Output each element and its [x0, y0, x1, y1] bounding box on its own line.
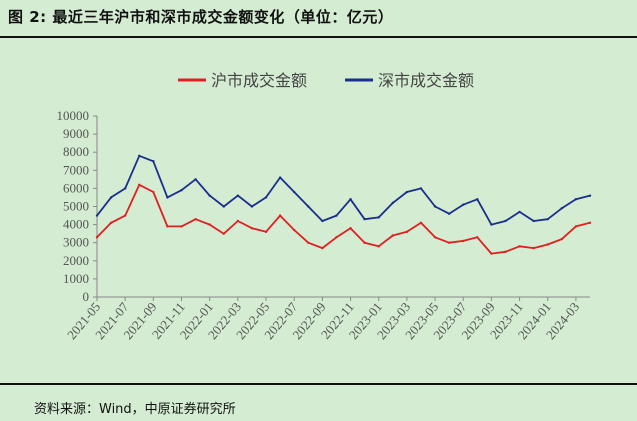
data-point — [166, 196, 169, 199]
data-point — [180, 225, 183, 228]
data-point — [222, 205, 225, 208]
data-point — [476, 198, 479, 201]
plot-area — [95, 154, 592, 255]
y-tick-label: 3000 — [63, 235, 89, 250]
data-point — [250, 227, 254, 230]
y-tick-label: 6000 — [63, 180, 89, 195]
data-point — [166, 225, 169, 228]
y-tick-label: 5000 — [63, 199, 89, 214]
data-point — [377, 245, 380, 248]
line-chart: 沪市成交金额 深市成交金额 0 1000 2000 3000 4000 5000 6000 70… — [57, 71, 592, 342]
data-point — [419, 221, 423, 224]
data-point — [391, 234, 394, 237]
data-point — [363, 217, 366, 221]
chart-legend: 沪市成交金额 深市成交金额 — [178, 71, 474, 90]
y-tick-label: 7000 — [63, 162, 89, 177]
data-point — [490, 252, 493, 255]
data-point — [546, 243, 549, 246]
data-point — [138, 183, 141, 186]
y-tick-label: 10000 — [57, 108, 90, 123]
data-point — [109, 196, 113, 199]
y-tick-label: 8000 — [63, 144, 89, 159]
data-point — [335, 214, 338, 217]
data-point — [321, 219, 324, 223]
data-point — [433, 236, 437, 239]
top-rule — [0, 36, 637, 38]
bottom-rule — [0, 383, 637, 385]
data-point — [109, 221, 113, 224]
data-point — [391, 201, 394, 205]
data-point — [264, 230, 268, 234]
data-point — [518, 210, 521, 214]
data-point — [335, 236, 338, 239]
data-point — [546, 217, 549, 221]
data-point — [560, 207, 564, 210]
data-point — [321, 246, 324, 250]
data-point — [419, 187, 423, 190]
data-point — [123, 187, 127, 190]
data-point — [123, 214, 127, 217]
data-point — [447, 241, 451, 244]
data-point — [532, 246, 535, 250]
legend-label: 沪市成交金额 — [211, 71, 307, 90]
data-point — [574, 225, 578, 228]
data-point — [95, 236, 99, 239]
y-tick-label: 9000 — [63, 126, 89, 141]
data-point — [278, 214, 282, 217]
data-point — [250, 205, 254, 208]
data-point — [236, 194, 240, 197]
series-line-sh — [96, 183, 591, 255]
data-point — [264, 196, 268, 199]
data-point — [194, 217, 197, 221]
data-point — [462, 203, 465, 206]
data-point — [363, 241, 366, 244]
y-tick-label: 0 — [83, 289, 90, 304]
y-tick-label: 1000 — [63, 271, 89, 286]
data-point — [152, 190, 155, 194]
data-point — [433, 205, 437, 208]
data-point — [490, 223, 493, 226]
data-point — [349, 227, 352, 230]
data-point — [180, 189, 183, 192]
y-tick-label: 4000 — [63, 217, 89, 232]
x-axis: 2021-052021-072021-092021-112022-012022-… — [64, 296, 590, 342]
data-point — [95, 214, 99, 217]
data-point — [307, 241, 310, 244]
data-point — [152, 160, 155, 163]
data-point — [349, 198, 352, 201]
data-point — [236, 219, 240, 223]
data-point — [560, 237, 564, 241]
figure-title: 图 2: 最近三年沪市和深市成交金额变化（单位：亿元） — [8, 8, 394, 26]
y-tick-label: 2000 — [63, 253, 89, 268]
y-axis: 0 1000 2000 3000 4000 5000 6000 7000 8000 9000 100… — [57, 108, 98, 304]
data-point — [222, 232, 225, 235]
data-point — [377, 216, 380, 219]
data-point — [293, 190, 296, 194]
data-point — [532, 219, 535, 223]
data-point — [588, 194, 592, 197]
legend-label: 深市成交金额 — [378, 71, 474, 90]
data-point — [476, 236, 479, 239]
data-point — [504, 219, 507, 223]
data-point — [278, 176, 282, 179]
data-point — [518, 245, 521, 248]
data-point — [307, 205, 310, 208]
data-point — [138, 154, 141, 158]
data-point — [208, 194, 211, 197]
data-point — [405, 230, 409, 234]
series-line-sz — [96, 154, 591, 226]
data-point — [447, 212, 451, 215]
source-note: 资料来源：Wind，中原证券研究所 — [34, 402, 236, 417]
data-point — [293, 228, 296, 232]
data-point — [208, 223, 211, 226]
data-point — [574, 198, 578, 201]
data-point — [194, 178, 197, 181]
data-point — [405, 190, 409, 194]
data-point — [588, 221, 592, 224]
data-point — [462, 239, 465, 243]
data-point — [504, 250, 507, 253]
